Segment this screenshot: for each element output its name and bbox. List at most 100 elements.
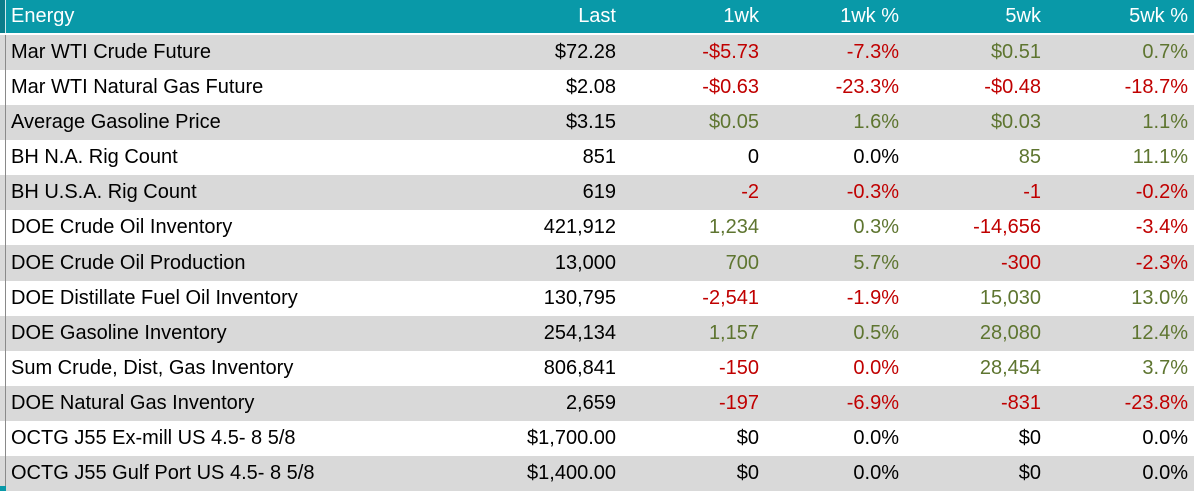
cell-1wk-pct[interactable]: -7.3% xyxy=(846,41,899,64)
cell-1wk[interactable]: -150 xyxy=(718,356,759,379)
row-label[interactable]: BH U.S.A. Rig Count xyxy=(11,181,197,204)
cell-last[interactable]: 421,912 xyxy=(543,216,616,239)
sheet-left-edge xyxy=(0,105,6,141)
cell-5wk-pct[interactable]: 0.0% xyxy=(1142,426,1188,449)
row-label[interactable]: Mar WTI Crude Future xyxy=(11,41,212,64)
cell-1wk-pct[interactable]: 0.5% xyxy=(853,321,899,344)
cell-5wk-pct[interactable]: 0.0% xyxy=(1142,461,1188,484)
cell-1wk[interactable]: 0 xyxy=(747,146,759,169)
column-header-1wk-pct[interactable]: 1wk % xyxy=(840,5,899,27)
cell-5wk-pct[interactable]: 12.4% xyxy=(1131,321,1188,344)
cell-5wk[interactable]: 15,030 xyxy=(979,286,1041,309)
cell-5wk-pct[interactable]: 3.7% xyxy=(1142,356,1188,379)
cell-last[interactable]: $2.08 xyxy=(565,76,616,99)
sheet-left-edge xyxy=(0,455,6,491)
row-label[interactable]: OCTG J55 Gulf Port US 4.5- 8 5/8 xyxy=(11,461,315,484)
row-label[interactable]: Mar WTI Natural Gas Future xyxy=(11,76,264,99)
cell-5wk-pct[interactable]: 13.0% xyxy=(1131,286,1188,309)
cell-last[interactable]: 619 xyxy=(582,181,616,204)
column-header-5wk-pct[interactable]: 5wk % xyxy=(1129,5,1188,27)
cell-last[interactable]: 130,795 xyxy=(543,286,616,309)
cell-1wk[interactable]: -$5.73 xyxy=(702,41,759,64)
row-label[interactable]: DOE Crude Oil Inventory xyxy=(11,216,233,239)
column-header-last[interactable]: Last xyxy=(578,5,616,27)
cell-5wk[interactable]: $0 xyxy=(1018,461,1041,484)
cell-1wk-pct[interactable]: -23.3% xyxy=(835,76,899,99)
cell-last[interactable]: $1,400.00 xyxy=(527,461,616,484)
sheet-left-edge xyxy=(0,70,6,106)
row-label[interactable]: Average Gasoline Price xyxy=(11,111,221,134)
cell-1wk[interactable]: $0.05 xyxy=(708,111,759,134)
cell-5wk[interactable]: 85 xyxy=(1018,146,1041,169)
cell-5wk-pct[interactable]: 0.7% xyxy=(1142,41,1188,64)
cell-last[interactable]: $1,700.00 xyxy=(527,426,616,449)
cell-5wk-pct[interactable]: -2.3% xyxy=(1135,251,1188,274)
cell-1wk[interactable]: $0 xyxy=(736,426,759,449)
column-header-energy[interactable]: Energy xyxy=(11,5,75,27)
cell-1wk-pct[interactable]: 0.0% xyxy=(853,426,899,449)
row-label[interactable]: DOE Crude Oil Production xyxy=(11,251,246,274)
cell-last[interactable]: 806,841 xyxy=(543,356,616,379)
cell-1wk-pct[interactable]: 5.7% xyxy=(853,251,899,274)
cell-5wk[interactable]: 28,454 xyxy=(979,356,1041,379)
cell-5wk-pct[interactable]: -23.8% xyxy=(1124,391,1188,414)
cell-1wk-pct[interactable]: -6.9% xyxy=(846,391,899,414)
cell-last[interactable]: $72.28 xyxy=(554,41,616,64)
cell-1wk-pct[interactable]: 0.0% xyxy=(853,356,899,379)
cell-5wk-pct[interactable]: -3.4% xyxy=(1135,216,1188,239)
cell-1wk[interactable]: 1,234 xyxy=(708,216,759,239)
row-label[interactable]: BH N.A. Rig Count xyxy=(11,146,178,169)
table-row-doe-crude-oil-inventory: DOE Crude Oil Inventory 421,912 1,234 0.… xyxy=(0,210,1194,246)
cell-5wk[interactable]: -831 xyxy=(1000,391,1041,414)
cell-last[interactable]: 254,134 xyxy=(543,321,616,344)
column-header-1wk[interactable]: 1wk xyxy=(723,5,759,27)
cell-5wk[interactable]: 28,080 xyxy=(979,321,1041,344)
row-label[interactable]: DOE Distillate Fuel Oil Inventory xyxy=(11,286,298,309)
cell-5wk[interactable]: $0 xyxy=(1018,426,1041,449)
cell-1wk-pct[interactable]: 0.0% xyxy=(853,146,899,169)
cell-5wk[interactable]: -$0.48 xyxy=(984,76,1041,99)
cell-5wk-pct[interactable]: -18.7% xyxy=(1124,76,1188,99)
cell-1wk-pct[interactable]: 0.3% xyxy=(853,216,899,239)
cell-1wk-pct[interactable]: -1.9% xyxy=(846,286,899,309)
cell-5wk[interactable]: $0.51 xyxy=(990,41,1041,64)
sheet-left-edge xyxy=(0,315,6,351)
sheet-left-edge xyxy=(0,35,6,71)
cell-5wk-pct[interactable]: 1.1% xyxy=(1142,111,1188,134)
cell-1wk[interactable]: -$0.63 xyxy=(702,76,759,99)
cell-5wk[interactable]: -300 xyxy=(1000,251,1041,274)
cell-1wk[interactable]: -2 xyxy=(741,181,759,204)
table-row-mar-wti-natural-gas-future: Mar WTI Natural Gas Future $2.08 -$0.63 … xyxy=(0,70,1194,106)
row-label[interactable]: Sum Crude, Dist, Gas Inventory xyxy=(11,356,294,379)
cell-1wk[interactable]: 700 xyxy=(725,251,759,274)
row-label[interactable]: OCTG J55 Ex-mill US 4.5- 8 5/8 xyxy=(11,426,296,449)
table-row-doe-crude-oil-production: DOE Crude Oil Production 13,000 700 5.7%… xyxy=(0,245,1194,281)
table-row-doe-distillate-fuel-oil-inventory: DOE Distillate Fuel Oil Inventory 130,79… xyxy=(0,280,1194,316)
cell-5wk[interactable]: $0.03 xyxy=(990,111,1041,134)
cell-1wk[interactable]: 1,157 xyxy=(708,321,759,344)
cell-last[interactable]: 851 xyxy=(582,146,616,169)
row-label[interactable]: DOE Gasoline Inventory xyxy=(11,321,227,344)
table-row-octg-j55-gulf-port: OCTG J55 Gulf Port US 4.5- 8 5/8 $1,400.… xyxy=(0,455,1194,491)
cell-1wk[interactable]: -2,541 xyxy=(702,286,759,309)
cell-1wk[interactable]: -197 xyxy=(718,391,759,414)
cell-5wk[interactable]: -14,656 xyxy=(973,216,1041,239)
cell-last[interactable]: $3.15 xyxy=(565,111,616,134)
row-label[interactable]: DOE Natural Gas Inventory xyxy=(11,391,255,414)
cell-last[interactable]: 2,659 xyxy=(565,391,616,414)
cell-1wk[interactable]: $0 xyxy=(736,461,759,484)
cell-1wk-pct[interactable]: 1.6% xyxy=(853,111,899,134)
table-row-average-gasoline-price: Average Gasoline Price $3.15 $0.05 1.6% … xyxy=(0,105,1194,141)
cell-1wk-pct[interactable]: 0.0% xyxy=(853,461,899,484)
column-header-5wk[interactable]: 5wk xyxy=(1005,5,1041,27)
cell-5wk-pct[interactable]: -0.2% xyxy=(1135,181,1188,204)
cell-5wk-pct[interactable]: 11.1% xyxy=(1132,146,1188,169)
cell-1wk-pct[interactable]: -0.3% xyxy=(846,181,899,204)
sheet-left-edge xyxy=(0,245,6,281)
cell-5wk[interactable]: -1 xyxy=(1023,181,1041,204)
sheet-left-edge xyxy=(0,140,6,176)
sheet-left-edge xyxy=(0,210,6,246)
table-row-octg-j55-ex-mill: OCTG J55 Ex-mill US 4.5- 8 5/8 $1,700.00… xyxy=(0,420,1194,456)
cell-last[interactable]: 13,000 xyxy=(554,251,616,274)
table-row-sum-crude-dist-gas-inventory: Sum Crude, Dist, Gas Inventory 806,841 -… xyxy=(0,350,1194,386)
